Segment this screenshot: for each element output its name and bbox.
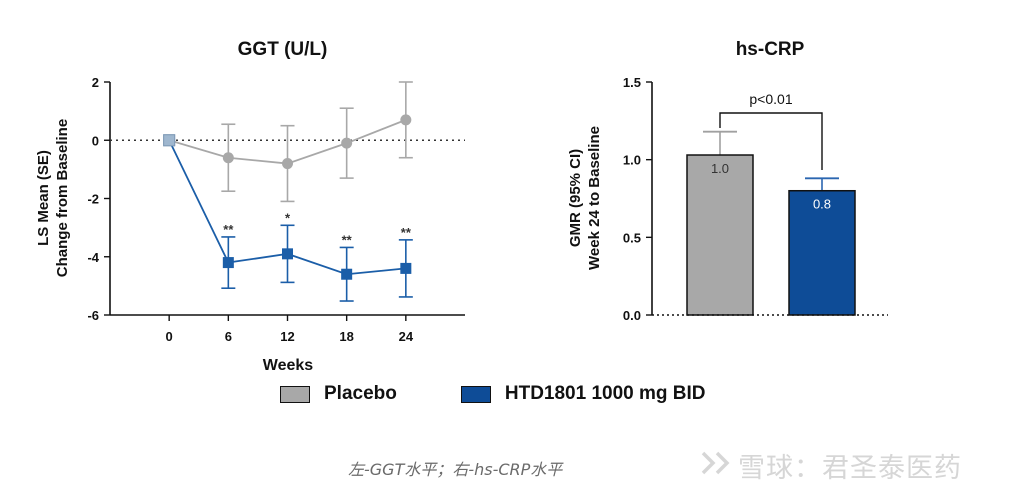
y-tick-label: -4: [87, 250, 99, 265]
significance-marker: *: [285, 210, 291, 225]
significance-marker: **: [223, 222, 234, 237]
y-tick-label: 2: [92, 75, 99, 90]
data-point: [222, 257, 234, 269]
ggt-chart: GGT (U/L) 2 0 -2 -4 -6 0 6 12 18 24 Weeks LS Mean (S…: [35, 39, 465, 374]
snowball-logo-icon: [700, 449, 730, 482]
watermark: 雪球：君圣泰医药: [700, 446, 962, 485]
legend-swatch-htd1801: [460, 385, 491, 403]
bar-value-label: 0.8: [813, 197, 831, 212]
data-point: [341, 268, 353, 280]
y-tick-label: -2: [87, 192, 99, 207]
p-value-annotation: p<0.01: [749, 91, 792, 107]
bar-placebo: [686, 154, 754, 316]
y-tick-label: 1.0: [623, 153, 641, 168]
bar-htd1801: [788, 189, 856, 316]
hscrp-chart: hs-CRP GMR (95% CI) Week 24 to Baseline 0.0…: [567, 39, 888, 323]
legend-label-placebo: Placebo: [324, 383, 397, 404]
data-point: [400, 262, 412, 274]
significance-marker: **: [342, 232, 353, 247]
x-tick-label: 24: [399, 329, 414, 344]
data-point-baseline: [163, 134, 176, 147]
y-axis-label-line: Change from Baseline: [54, 119, 71, 277]
y-axis-label: LS Mean (SE) Change from Baseline: [35, 119, 71, 277]
legend-item-htd1801: HTD1801 1000 mg BID: [460, 383, 706, 405]
series-htd1801: *******: [163, 134, 413, 302]
significance-marker: **: [401, 225, 412, 240]
x-axis-label: Weeks: [263, 357, 314, 374]
legend-swatch-placebo: [280, 385, 310, 403]
x-tick-label: 0: [166, 329, 173, 344]
figure-caption: 左-GGT水平；右-hs-CRP水平: [348, 460, 563, 479]
y-tick-label: 0.5: [623, 230, 641, 245]
x-tick-label: 6: [225, 329, 232, 344]
bar-value-label: 1.0: [711, 161, 729, 176]
legend-label-htd1801: HTD1801 1000 mg BID: [504, 383, 706, 404]
x-tick-label: 12: [280, 329, 294, 344]
significance-bracket: [719, 112, 823, 170]
series-placebo: [163, 81, 413, 203]
watermark-text: 雪球：君圣泰医药: [738, 453, 962, 484]
y-axis-label-line: GMR (95% CI): [567, 149, 584, 247]
y-tick-label: -6: [87, 308, 99, 323]
legend-item-placebo: Placebo: [280, 383, 397, 405]
y-tick-label: 0: [92, 133, 99, 148]
data-point: [400, 114, 412, 126]
data-point: [282, 248, 293, 260]
data-point: [222, 152, 234, 164]
x-tick-label: 18: [339, 329, 353, 344]
chart-title: hs-CRP: [736, 39, 805, 60]
y-axis-label-line: LS Mean (SE): [35, 150, 52, 246]
y-tick-label: 1.5: [623, 75, 641, 90]
y-axis-label-line: Week 24 to Baseline: [586, 126, 603, 270]
y-tick-label: 0.0: [623, 308, 641, 323]
data-point: [341, 137, 353, 149]
legend: Placebo HTD1801 1000 mg BID: [280, 383, 770, 405]
chart-title: GGT (U/L): [238, 39, 328, 60]
y-axis-label: GMR (95% CI) Week 24 to Baseline: [567, 126, 603, 270]
data-point: [282, 158, 293, 170]
